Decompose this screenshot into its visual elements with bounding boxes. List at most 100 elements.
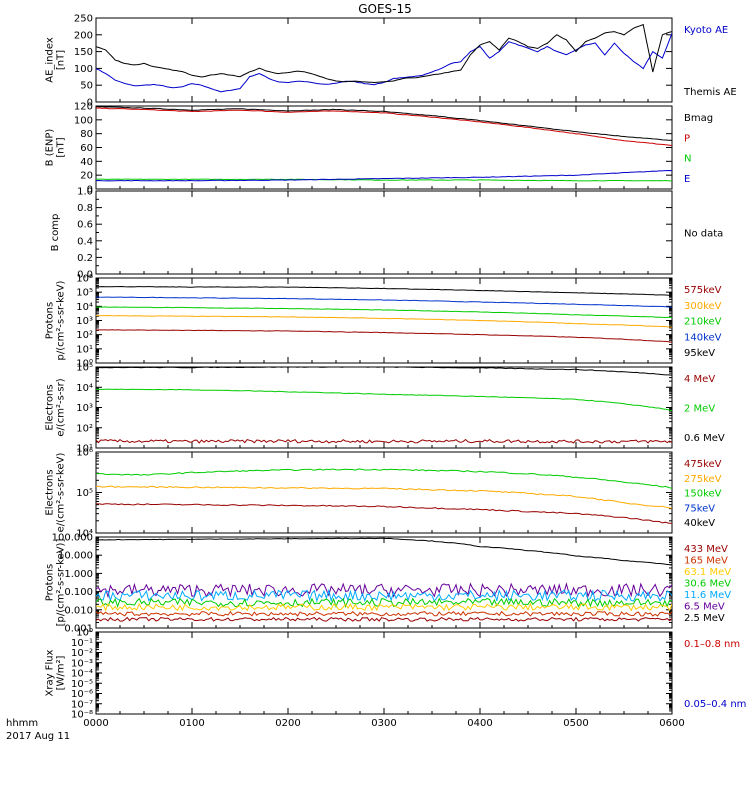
- series-line-300kev: [96, 314, 672, 328]
- series-line-275kev: [96, 485, 672, 509]
- y-tick-label: 0.4: [77, 236, 93, 247]
- series-line-0.6-mev: [96, 367, 672, 376]
- legend-entry: 95keV: [684, 348, 715, 359]
- y-tick-label: 10.000: [58, 551, 93, 562]
- series-line-30.6-mev: [96, 597, 672, 609]
- y-tick-label: 10⁻²: [71, 648, 93, 659]
- x-tick-label: 0200: [275, 718, 300, 729]
- legend-entry: Themis AE: [683, 87, 737, 98]
- y-axis-label: [nT]: [56, 137, 67, 157]
- legend-entry: 140keV: [684, 332, 722, 343]
- legend-entry: 11.6 MeV: [684, 590, 731, 601]
- series-line-95kev: [96, 285, 672, 296]
- y-tick-label: 10⁻³: [71, 658, 93, 669]
- y-tick-label: 10⁴: [76, 529, 93, 540]
- y-axis-label: [p/(cm²-s-sr-keV)]: [56, 539, 67, 627]
- y-tick-label: 10¹: [76, 444, 93, 455]
- y-tick-label: 10³: [76, 403, 93, 414]
- series-line-6.5-mev: [96, 582, 672, 599]
- series-line-433-mev: [96, 616, 672, 622]
- x-tick-label: 0400: [467, 718, 492, 729]
- legend-entry: N: [684, 154, 691, 165]
- y-tick-label: 10²: [76, 423, 93, 434]
- y-tick-label: 100: [74, 64, 93, 75]
- legend-entry: Kyoto AE: [684, 25, 728, 36]
- y-axis-label: p/(cm²-s-sr-keV): [56, 280, 67, 360]
- series-line-63.1-mev: [96, 602, 672, 612]
- y-axis-label: e/(cm²-s-sr): [56, 378, 67, 436]
- y-tick-label: 100: [74, 115, 93, 126]
- y-tick-label: 100.000: [52, 533, 93, 544]
- y-tick-label: 250: [74, 14, 93, 25]
- x-tick-label: 0600: [659, 718, 684, 729]
- y-tick-label: 80: [80, 129, 93, 140]
- x-tick-label: 0300: [371, 718, 396, 729]
- series-line-e: [96, 169, 672, 182]
- series-line-165-mev: [96, 610, 672, 617]
- panel-frame: [95, 451, 673, 534]
- y-tick-label: 50: [80, 81, 93, 92]
- panel-bfield: 0 20 40 60 80 100 120 B (ENP) [nT] Bmag PNE: [45, 102, 714, 196]
- y-tick-label: 1.0: [77, 187, 93, 198]
- series-line-475kev: [96, 503, 672, 524]
- x-tick-label: 0500: [563, 718, 588, 729]
- y-tick-label: 10⁻⁴: [71, 669, 93, 680]
- y-axis-label: Protons: [45, 564, 56, 601]
- y-tick-label: 10⁻⁵: [71, 679, 93, 690]
- y-axis-label: e/(cm²-s-sr-keV): [56, 453, 67, 533]
- y-tick-label: 10¹: [76, 344, 93, 355]
- y-tick-label: 0: [87, 185, 93, 196]
- y-tick-label: 0.6: [77, 220, 93, 231]
- y-tick-label: 10⁰: [76, 628, 93, 639]
- legend-entry: 300keV: [684, 301, 722, 312]
- y-tick-label: 10⁵: [76, 488, 93, 499]
- series-line-kyoto-ae: [96, 32, 672, 93]
- panel-ae: 0 50 100 150 200 250 AE_index [nT] Kyoto AE Themi…: [45, 14, 737, 109]
- y-tick-label: 200: [74, 30, 93, 41]
- y-axis-label: AE_index: [45, 37, 56, 83]
- x-tick-label: 0000: [83, 718, 108, 729]
- y-axis-label: Electrons: [45, 384, 56, 430]
- legend-entry: 4 MeV: [684, 374, 715, 385]
- series-line-bmag: [96, 106, 672, 141]
- legend-entry: 0.1–0.8 nm: [684, 639, 740, 650]
- time-axis: 0000 0100 0200 0300 0400 0500 0600: [83, 718, 684, 729]
- legend-entry: 63.1 MeV: [684, 567, 731, 578]
- legend-entry: 40keV: [684, 518, 715, 529]
- legend-entry: 0.05–0.4 nm: [684, 699, 746, 710]
- legend-entry: 433 MeV: [684, 544, 728, 555]
- series-line-575kev: [96, 329, 672, 343]
- series-line-150kev: [96, 468, 672, 489]
- legend-entry: 30.6 MeV: [684, 579, 731, 590]
- y-tick-label: 10⁰: [76, 359, 93, 370]
- y-tick-label: 10³: [76, 316, 93, 327]
- y-tick-label: 10²: [76, 330, 93, 341]
- series-line-2-mev: [96, 388, 672, 412]
- y-tick-label: 10⁵: [76, 288, 93, 299]
- panel-frame: [95, 17, 673, 103]
- legend-entry: 475keV: [684, 459, 722, 470]
- y-tick-label: 120: [74, 102, 93, 113]
- y-tick-label: 10⁴: [76, 302, 93, 313]
- y-tick-label: 150: [74, 47, 93, 58]
- series-line-n: [96, 178, 672, 182]
- y-axis-label: [nT]: [56, 50, 67, 70]
- legend-entry: 210keV: [684, 317, 722, 328]
- y-tick-label: 0.001: [64, 624, 93, 635]
- panel-frame: [95, 366, 673, 449]
- y-tick-label: 0.2: [77, 253, 93, 264]
- panel-protons_hi: 0.001 0.010 0.100 1.000 10.000 100.000 Protons…: [45, 533, 732, 635]
- series-line-2.5-mev: [96, 537, 672, 566]
- y-tick-label: 10⁻⁶: [71, 689, 93, 700]
- panel-frame: [95, 190, 673, 275]
- legend-entry: E: [684, 174, 690, 185]
- y-tick-label: 60: [80, 143, 93, 154]
- hhmm-label: hhmm: [6, 718, 38, 729]
- legend-entry: 0.6 MeV: [684, 433, 725, 444]
- series-line-140kev: [96, 296, 672, 308]
- y-axis-label: [W/m²]: [56, 655, 67, 690]
- y-tick-label: 40: [80, 157, 93, 168]
